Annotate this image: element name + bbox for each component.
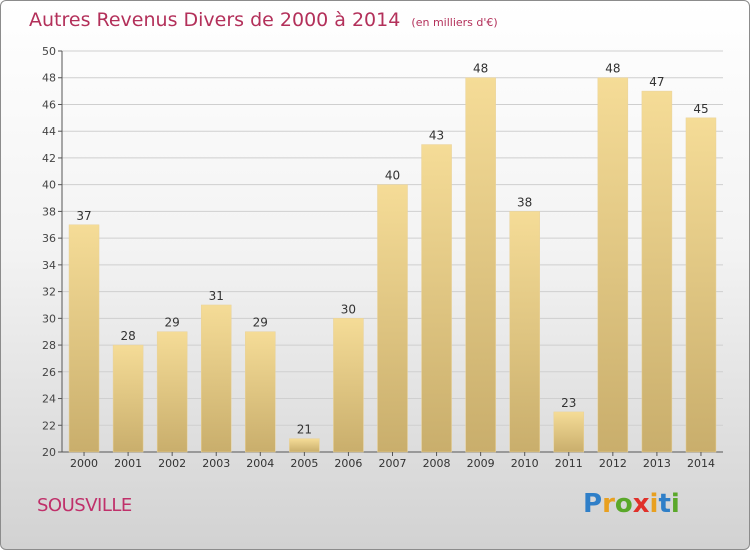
y-tick-label: 28	[42, 339, 56, 352]
x-tick-label: 2000	[70, 457, 98, 470]
y-tick-label: 26	[42, 366, 56, 379]
bar-value-label: 40	[385, 169, 400, 183]
x-tick-label: 2009	[467, 457, 495, 470]
y-tick-label: 22	[42, 419, 56, 432]
bar-value-label: 48	[605, 62, 620, 76]
bar-value-label: 28	[120, 329, 135, 343]
bar	[245, 331, 276, 453]
x-tick-label: 2008	[423, 457, 451, 470]
bar-value-label: 47	[649, 75, 664, 89]
bar	[597, 77, 629, 453]
x-tick-label: 2001	[114, 457, 142, 470]
bar-value-label: 21	[297, 423, 312, 437]
chart-subtitle: (en milliers d'€)	[411, 16, 498, 29]
y-tick-label: 46	[42, 98, 56, 111]
bar-value-label: 30	[341, 302, 356, 316]
y-tick-label: 48	[42, 72, 56, 85]
proxiti-logo: Proxiti	[583, 489, 680, 519]
x-tick-label: 2014	[687, 457, 715, 470]
y-tick-label: 42	[42, 152, 56, 165]
bar	[333, 318, 364, 453]
bar	[509, 211, 540, 453]
bar-value-label: 29	[253, 316, 268, 330]
x-tick-label: 2003	[202, 457, 230, 470]
x-tick-label: 2005	[290, 457, 318, 470]
x-tick-label: 2002	[158, 457, 186, 470]
bar	[289, 438, 320, 453]
bar	[156, 331, 188, 453]
y-tick-label: 24	[42, 393, 56, 406]
y-tick-label: 44	[42, 125, 56, 138]
bar	[421, 144, 452, 453]
x-tick-label: 2006	[334, 457, 362, 470]
bar-value-label: 45	[693, 102, 708, 116]
bar	[377, 184, 408, 453]
bar-value-label: 48	[473, 62, 488, 76]
bar-value-label: 31	[209, 289, 224, 303]
y-tick-label: 36	[42, 232, 56, 245]
x-tick-label: 2010	[511, 457, 539, 470]
y-tick-label: 38	[42, 205, 56, 218]
x-tick-label: 2011	[555, 457, 583, 470]
bar	[553, 411, 585, 453]
bar-value-label: 23	[561, 396, 576, 410]
y-tick-label: 50	[42, 45, 56, 58]
x-tick-label: 2012	[599, 457, 627, 470]
bar	[112, 344, 144, 453]
x-tick-label: 2007	[379, 457, 407, 470]
bar	[685, 117, 717, 453]
bar	[465, 77, 496, 453]
city-name: SOUSVILLE	[37, 495, 132, 516]
y-tick-label: 32	[42, 286, 56, 299]
bar	[200, 304, 232, 453]
bar	[68, 224, 100, 453]
x-tick-label: 2004	[246, 457, 274, 470]
bar-value-label: 43	[429, 129, 444, 143]
y-tick-label: 20	[42, 446, 56, 459]
bar-value-label: 29	[165, 316, 180, 330]
chart-title: Autres Revenus Divers de 2000 à 2014	[29, 9, 401, 31]
title-row: Autres Revenus Divers de 2000 à 2014 (en…	[29, 9, 498, 31]
bar	[641, 90, 673, 453]
x-tick-label: 2013	[643, 457, 671, 470]
bar-value-label: 37	[76, 209, 91, 223]
y-tick-label: 30	[42, 312, 56, 325]
y-tick-label: 34	[42, 259, 56, 272]
y-tick-label: 40	[42, 179, 56, 192]
bar-value-label: 38	[517, 195, 532, 209]
